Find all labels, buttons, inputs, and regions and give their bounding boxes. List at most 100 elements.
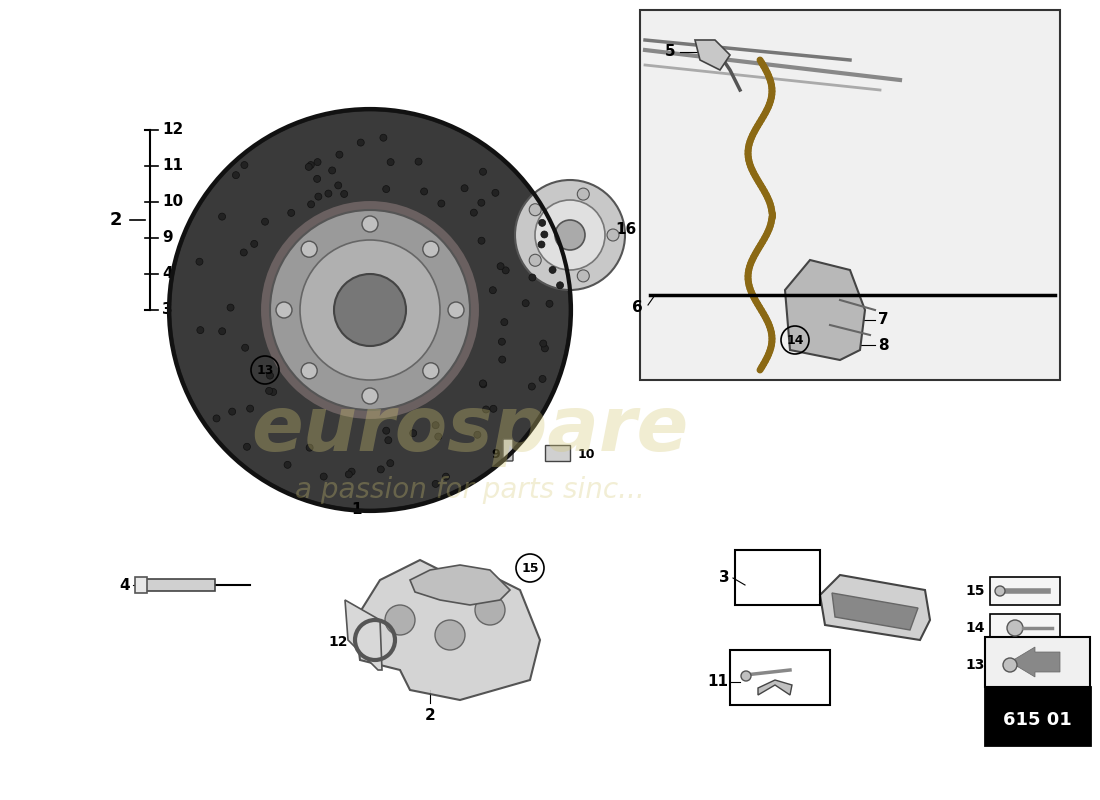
Circle shape <box>578 270 590 282</box>
Polygon shape <box>758 680 792 695</box>
Text: 7: 7 <box>878 313 889 327</box>
Circle shape <box>541 345 549 352</box>
Bar <box>990 577 1060 605</box>
Circle shape <box>232 172 240 178</box>
Circle shape <box>529 274 536 281</box>
Circle shape <box>535 200 605 270</box>
Circle shape <box>420 188 428 195</box>
Circle shape <box>448 302 464 318</box>
Text: 13: 13 <box>966 658 984 672</box>
Circle shape <box>434 433 442 440</box>
Circle shape <box>387 158 394 166</box>
Text: 10: 10 <box>162 194 183 210</box>
Circle shape <box>308 201 315 208</box>
Text: 10: 10 <box>578 449 595 462</box>
Circle shape <box>362 216 378 232</box>
Circle shape <box>539 219 546 226</box>
Circle shape <box>529 254 541 266</box>
Circle shape <box>246 405 254 412</box>
Circle shape <box>529 204 541 216</box>
FancyBboxPatch shape <box>503 439 513 461</box>
Circle shape <box>549 266 557 274</box>
Text: 6: 6 <box>632 301 644 315</box>
Circle shape <box>348 468 355 475</box>
Circle shape <box>409 430 417 437</box>
Circle shape <box>301 363 317 379</box>
Circle shape <box>229 408 235 415</box>
Circle shape <box>522 300 529 306</box>
Text: 15: 15 <box>966 584 984 598</box>
Circle shape <box>498 356 506 363</box>
Text: 11: 11 <box>707 674 728 690</box>
Bar <box>135 577 147 593</box>
Circle shape <box>578 188 590 200</box>
Text: 3: 3 <box>162 302 173 318</box>
Circle shape <box>324 190 332 197</box>
Circle shape <box>266 372 274 379</box>
Polygon shape <box>832 593 918 630</box>
Circle shape <box>607 229 619 241</box>
Circle shape <box>213 415 220 422</box>
Circle shape <box>197 326 204 334</box>
Bar <box>735 550 820 605</box>
Polygon shape <box>355 560 540 700</box>
Circle shape <box>265 387 273 394</box>
Circle shape <box>336 151 343 158</box>
Bar <box>984 687 1090 745</box>
Text: 12: 12 <box>162 122 184 138</box>
Circle shape <box>242 344 249 351</box>
Circle shape <box>334 182 342 189</box>
Polygon shape <box>345 600 382 670</box>
Circle shape <box>270 389 277 395</box>
Circle shape <box>480 168 486 175</box>
Text: 3: 3 <box>719 570 730 586</box>
Circle shape <box>385 437 392 444</box>
Circle shape <box>475 595 505 625</box>
Circle shape <box>492 190 499 196</box>
Bar <box>990 614 1060 642</box>
Circle shape <box>260 200 480 420</box>
Circle shape <box>442 473 450 480</box>
Circle shape <box>556 220 585 250</box>
Circle shape <box>490 406 497 412</box>
Circle shape <box>383 186 389 193</box>
Circle shape <box>307 162 315 169</box>
Text: 4: 4 <box>120 578 130 593</box>
Circle shape <box>497 262 504 270</box>
Circle shape <box>540 340 547 347</box>
Circle shape <box>471 209 477 216</box>
Circle shape <box>320 473 327 480</box>
Circle shape <box>480 380 486 387</box>
Circle shape <box>345 471 352 478</box>
Bar <box>544 445 570 461</box>
Circle shape <box>490 286 496 294</box>
Circle shape <box>539 375 546 382</box>
Text: 13: 13 <box>256 363 274 377</box>
Circle shape <box>483 406 490 413</box>
Text: 2: 2 <box>425 708 436 723</box>
Circle shape <box>415 158 422 165</box>
Circle shape <box>387 460 394 466</box>
Circle shape <box>477 199 485 206</box>
Text: 2: 2 <box>110 211 122 229</box>
Circle shape <box>503 267 509 274</box>
Circle shape <box>432 422 439 429</box>
Circle shape <box>741 671 751 681</box>
Text: a passion for parts sinc...: a passion for parts sinc... <box>295 476 645 504</box>
Text: 15: 15 <box>521 562 539 574</box>
Circle shape <box>422 363 439 379</box>
Bar <box>640 10 1060 380</box>
Circle shape <box>170 110 570 510</box>
Circle shape <box>219 328 225 334</box>
Polygon shape <box>695 40 730 70</box>
Circle shape <box>314 158 321 166</box>
Text: 1: 1 <box>352 502 362 518</box>
Circle shape <box>288 210 295 216</box>
Circle shape <box>480 381 486 388</box>
Text: 14: 14 <box>786 334 804 346</box>
Circle shape <box>422 241 439 257</box>
Circle shape <box>538 241 544 248</box>
Circle shape <box>515 180 625 290</box>
Polygon shape <box>410 565 510 605</box>
Circle shape <box>478 238 485 244</box>
